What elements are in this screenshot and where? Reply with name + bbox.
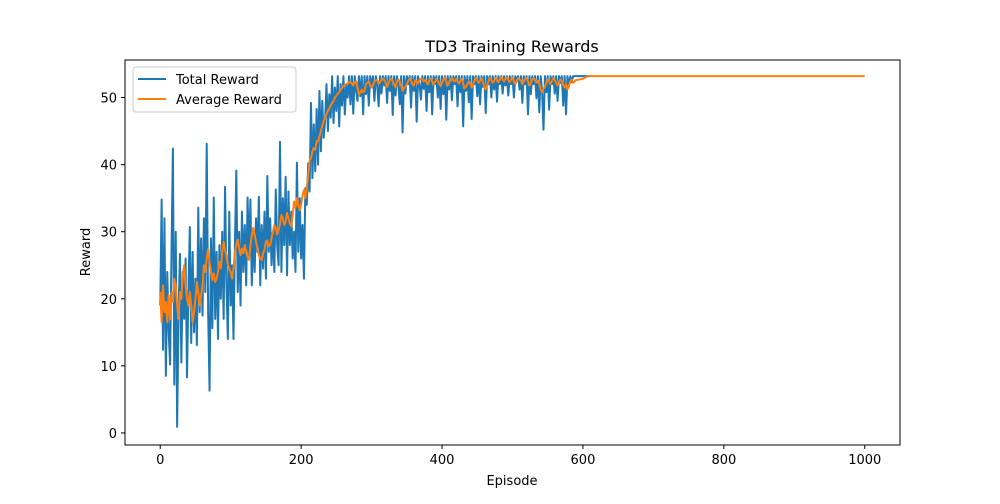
series-line-average-reward — [159, 75, 865, 324]
y-axis-ticks: 0 10 20 30 40 50 — [100, 92, 125, 442]
y-tick-label: 20 — [100, 293, 117, 308]
x-tick-label: 800 — [711, 453, 736, 468]
legend-box — [132, 66, 297, 113]
legend: Total Reward Average Reward — [132, 66, 297, 113]
plot-area — [159, 75, 865, 428]
y-tick-label: 0 — [109, 427, 117, 442]
legend-label-total-reward: Total Reward — [175, 73, 259, 88]
axes-frame — [124, 59, 901, 446]
x-tick-label: 200 — [289, 453, 314, 468]
y-tick-label: 50 — [100, 92, 117, 107]
y-tick-label: 40 — [100, 159, 117, 174]
chart-title: TD3 Training Rewards — [424, 37, 599, 56]
x-tick-label: 600 — [571, 453, 596, 468]
y-tick-label: 10 — [100, 360, 117, 375]
x-axis-label: Episode — [486, 474, 537, 489]
x-tick-label: 1000 — [848, 453, 881, 468]
x-axis-ticks: 0 200 400 600 800 1000 — [156, 445, 881, 468]
series-line-total-reward — [159, 75, 589, 428]
y-tick-label: 30 — [100, 226, 117, 241]
y-axis-label: Reward — [79, 228, 94, 276]
x-tick-label: 400 — [430, 453, 455, 468]
x-tick-label: 0 — [156, 453, 164, 468]
legend-label-average-reward: Average Reward — [176, 93, 282, 108]
